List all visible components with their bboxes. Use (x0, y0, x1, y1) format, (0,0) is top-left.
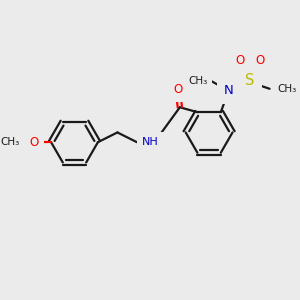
Text: O: O (236, 54, 245, 67)
Text: O: O (255, 54, 265, 67)
Text: O: O (173, 83, 182, 96)
Text: CH₃: CH₃ (1, 137, 20, 147)
Text: CH₃: CH₃ (188, 76, 207, 86)
Text: N: N (224, 84, 233, 97)
Text: CH₃: CH₃ (278, 84, 297, 94)
Text: S: S (245, 74, 255, 88)
Text: O: O (29, 136, 38, 149)
Text: NH: NH (142, 137, 159, 147)
